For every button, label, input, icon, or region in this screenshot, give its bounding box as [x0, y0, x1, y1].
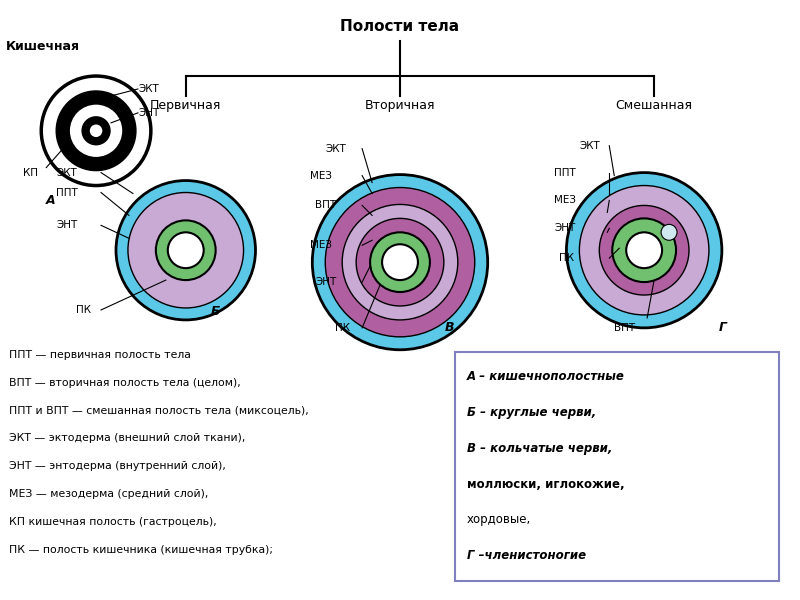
- Text: моллюски, иглокожие,: моллюски, иглокожие,: [466, 478, 624, 491]
- Text: ПК: ПК: [335, 323, 350, 333]
- Text: КП: КП: [23, 167, 38, 178]
- Text: ППТ: ППТ: [56, 187, 78, 197]
- Text: хордовые,: хордовые,: [466, 514, 531, 526]
- Text: Г –членистоногие: Г –членистоногие: [466, 550, 586, 562]
- Text: ЭКТ: ЭКТ: [139, 84, 160, 94]
- Circle shape: [566, 173, 722, 328]
- Text: ЭНТ: ЭНТ: [554, 223, 576, 233]
- Text: ЭНТ: ЭНТ: [56, 220, 78, 230]
- Text: ЭКТ: ЭКТ: [326, 144, 346, 154]
- Text: Смешанная: Смешанная: [616, 100, 693, 112]
- Circle shape: [156, 220, 216, 280]
- Circle shape: [56, 91, 136, 170]
- Text: КП кишечная полость (гастроцель),: КП кишечная полость (гастроцель),: [10, 517, 217, 527]
- Circle shape: [661, 224, 677, 240]
- Text: A: A: [46, 194, 56, 207]
- Text: Полости тела: Полости тела: [341, 19, 459, 34]
- Text: А – кишечнополостные: А – кишечнополостные: [466, 370, 625, 383]
- Circle shape: [68, 103, 124, 158]
- Circle shape: [82, 117, 110, 145]
- Circle shape: [579, 185, 709, 315]
- FancyBboxPatch shape: [455, 352, 778, 581]
- Text: ППТ и ВПТ — смешанная полость тела (миксоцель),: ППТ и ВПТ — смешанная полость тела (микс…: [10, 406, 309, 415]
- Circle shape: [599, 205, 689, 295]
- Text: Первичная: Первичная: [150, 100, 222, 112]
- Text: ЭНТ: ЭНТ: [139, 108, 160, 118]
- Text: ЭНТ: ЭНТ: [315, 277, 337, 287]
- Circle shape: [370, 232, 430, 292]
- Circle shape: [356, 218, 444, 306]
- Text: МЕЗ — мезодерма (средний слой),: МЕЗ — мезодерма (средний слой),: [10, 489, 209, 499]
- Circle shape: [342, 205, 458, 320]
- Text: ВПТ: ВПТ: [614, 323, 635, 333]
- Text: ПК — полость кишечника (кишечная трубка);: ПК — полость кишечника (кишечная трубка)…: [10, 545, 274, 555]
- Text: ЭКТ: ЭКТ: [579, 141, 600, 151]
- Text: Вторичная: Вторичная: [365, 100, 435, 112]
- Text: МЕЗ: МЕЗ: [310, 240, 332, 250]
- Text: ППТ: ППТ: [554, 167, 576, 178]
- Circle shape: [116, 181, 255, 320]
- Text: Б – круглые черви,: Б – круглые черви,: [466, 406, 596, 419]
- Circle shape: [612, 218, 676, 282]
- Circle shape: [312, 175, 488, 350]
- Circle shape: [128, 193, 243, 308]
- Text: ПК: ПК: [76, 305, 91, 315]
- Text: ЭКТ: ЭКТ: [56, 167, 77, 178]
- Text: Г: Г: [719, 322, 727, 334]
- Circle shape: [326, 188, 474, 337]
- Text: ЭНТ — энтодерма (внутренний слой),: ЭНТ — энтодерма (внутренний слой),: [10, 461, 226, 471]
- Text: Б: Б: [210, 305, 220, 319]
- Text: В – кольчатые черви,: В – кольчатые черви,: [466, 442, 612, 455]
- Circle shape: [89, 124, 103, 138]
- Text: В: В: [445, 322, 454, 334]
- Text: Кишечная: Кишечная: [6, 40, 80, 53]
- Circle shape: [626, 232, 662, 268]
- Circle shape: [168, 232, 204, 268]
- Text: ВПТ: ВПТ: [315, 200, 337, 211]
- Text: ПК: ПК: [559, 253, 574, 263]
- Text: МЕЗ: МЕЗ: [310, 170, 332, 181]
- Text: ЭКТ — эктодерма (внешний слой ткани),: ЭКТ — эктодерма (внешний слой ткани),: [10, 433, 246, 443]
- Circle shape: [42, 76, 151, 185]
- Text: ППТ — первичная полость тела: ППТ — первичная полость тела: [10, 350, 191, 360]
- Text: ВПТ — вторичная полость тела (целом),: ВПТ — вторичная полость тела (целом),: [10, 377, 241, 388]
- Circle shape: [382, 244, 418, 280]
- Text: МЕЗ: МЕЗ: [554, 196, 576, 205]
